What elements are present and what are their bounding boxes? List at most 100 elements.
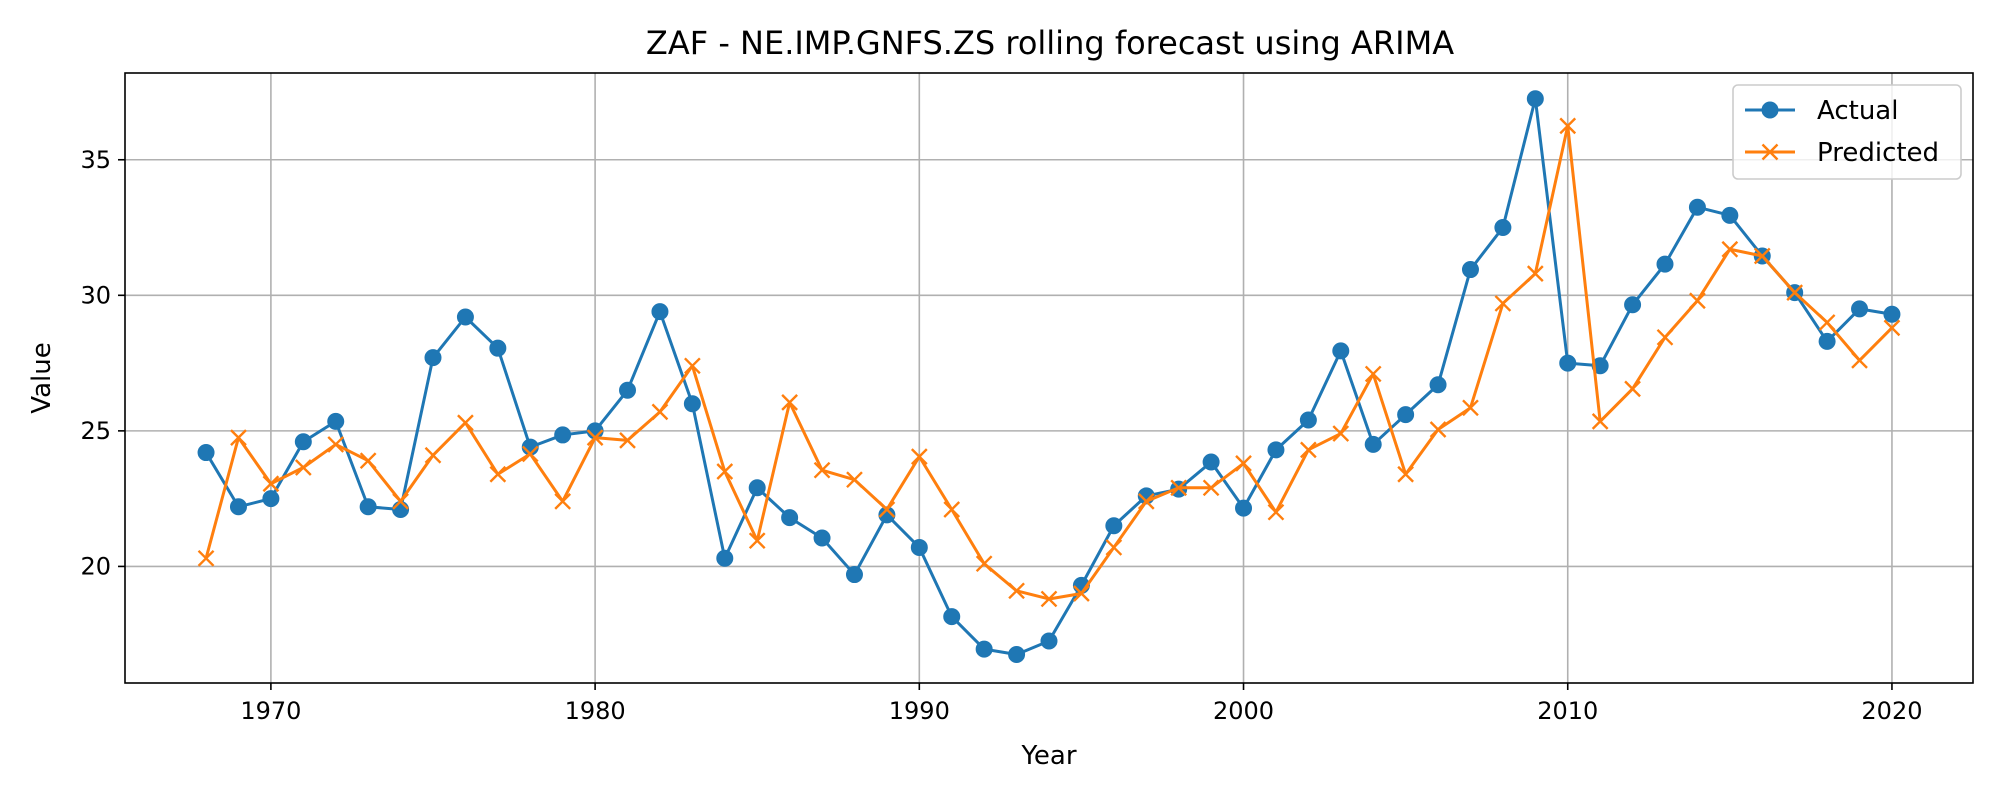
actual-point [1494, 219, 1512, 237]
actual-point [619, 381, 637, 399]
legend: Actual Predicted [1732, 84, 1962, 180]
predicted-point [1300, 441, 1317, 459]
predicted-point [1137, 493, 1155, 510]
predicted-point [1559, 117, 1577, 135]
actual-point [651, 303, 669, 321]
predicted-point [197, 549, 215, 567]
y-tick-label: 20 [80, 552, 111, 580]
actual-point [392, 500, 410, 518]
predicted-point [586, 429, 604, 446]
predicted-point [1786, 284, 1804, 301]
actual-point [1883, 305, 1901, 323]
predicted-point [457, 414, 474, 432]
legend-item-predicted: Predicted [1745, 138, 1939, 168]
predicted-point [1267, 503, 1285, 521]
predicted-point [1721, 240, 1739, 258]
actual-point [1559, 354, 1577, 372]
series-actual [197, 90, 1901, 664]
x-tick-label: 2010 [1537, 697, 1598, 725]
actual-point [943, 608, 961, 626]
predicted-point [716, 463, 734, 480]
predicted-point [1073, 585, 1090, 602]
actual-point [424, 349, 442, 367]
actual-point [1040, 632, 1058, 650]
x-tick-label: 2020 [1861, 697, 1922, 725]
predicted-point [1202, 479, 1220, 497]
predicted-point [975, 555, 993, 573]
predicted-point [1040, 590, 1058, 608]
x-tick-label: 2000 [1213, 697, 1274, 725]
actual-point [845, 566, 863, 584]
actual-point [1235, 499, 1253, 517]
predicted-point [1397, 465, 1414, 483]
actual-point [1267, 441, 1285, 459]
predicted-point [1526, 265, 1544, 282]
predicted-point [1235, 455, 1252, 472]
actual-point [197, 444, 215, 462]
x-tick-label: 1990 [889, 697, 950, 725]
actual-point [683, 395, 701, 413]
y-tick-label: 25 [80, 417, 111, 445]
x-tick-label: 1970 [240, 697, 301, 725]
y-axis-label: Value [27, 342, 57, 413]
predicted-point [327, 436, 345, 453]
actual-point [359, 498, 377, 516]
x-tick-label: 1980 [565, 697, 626, 725]
predicted-point [1364, 365, 1382, 383]
predicted-point [294, 459, 312, 476]
actual-point [1105, 517, 1123, 535]
predicted-point [846, 471, 863, 489]
predicted-point [1818, 314, 1836, 331]
actual-point [1624, 296, 1642, 314]
predicted-point [813, 461, 831, 479]
predicted-point [1429, 421, 1447, 438]
predicted-point [878, 501, 896, 518]
actual-point [1656, 255, 1674, 273]
predicted-point [1689, 292, 1706, 310]
predicted-point [684, 357, 701, 375]
y-axis: 20 25 30 35 [80, 146, 125, 580]
predicted-point [489, 465, 507, 483]
predicted-point [1851, 352, 1868, 369]
actual-point [1364, 435, 1382, 453]
predicted-point [1656, 328, 1674, 346]
actual-point [229, 498, 247, 516]
actual-point [716, 549, 734, 567]
actual-point [1429, 376, 1447, 394]
y-tick-label: 35 [80, 146, 111, 174]
actual-point [262, 490, 280, 508]
actual-point [781, 509, 799, 527]
predicted-point [1105, 539, 1123, 556]
actual-point [1526, 90, 1544, 108]
series-predicted [197, 117, 1901, 608]
predicted-point [392, 493, 409, 510]
actual-point [1332, 342, 1350, 360]
actual-point [294, 433, 312, 451]
predicted-point [1883, 319, 1901, 337]
actual-point [1397, 406, 1415, 424]
legend-actual-label: Actual [1817, 96, 1898, 126]
predicted-point [910, 448, 928, 465]
legend-actual-marker [1761, 101, 1779, 119]
actual-point [489, 339, 507, 357]
legend-item-actual: Actual [1745, 96, 1898, 126]
predicted-point [748, 532, 766, 550]
predicted-point [554, 493, 572, 510]
predicted-point [943, 501, 961, 518]
predicted-point [1462, 399, 1479, 417]
predicted-point [521, 445, 539, 463]
predicted-point [619, 432, 636, 449]
series-layer [197, 90, 1901, 664]
actual-point [1851, 300, 1869, 318]
predicted-point [262, 475, 280, 493]
predicted-point [359, 452, 377, 470]
y-tick-label: 30 [80, 281, 111, 309]
actual-point [1818, 332, 1836, 350]
predicted-point [1624, 380, 1641, 398]
plot-frame [124, 72, 1974, 684]
actual-point [910, 538, 928, 556]
predicted-point [230, 429, 247, 446]
predicted-point [1170, 479, 1188, 497]
